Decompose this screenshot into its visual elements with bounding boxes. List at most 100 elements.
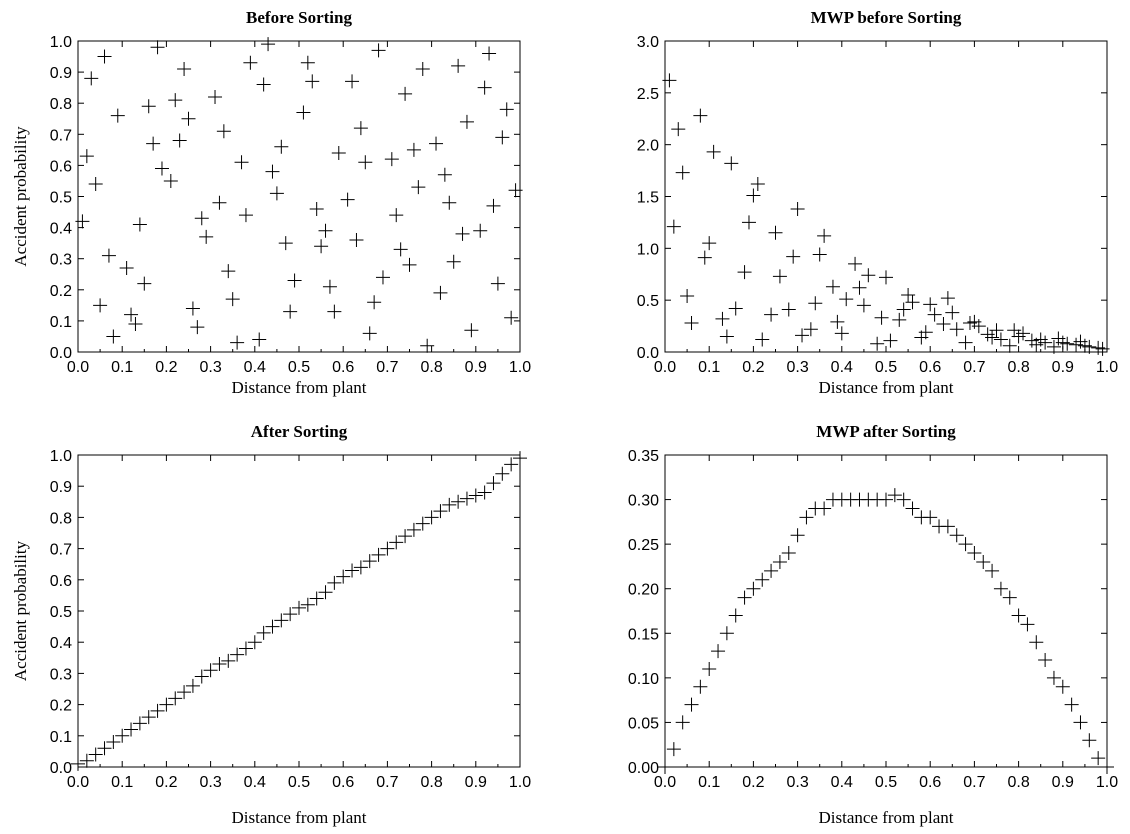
data-point bbox=[265, 619, 280, 634]
data-point bbox=[318, 585, 333, 600]
data-point bbox=[940, 291, 955, 306]
data-point bbox=[772, 269, 787, 284]
data-point bbox=[384, 152, 399, 167]
data-point bbox=[468, 488, 483, 503]
y-tick-label: 0.15 bbox=[628, 626, 659, 643]
data-point bbox=[274, 613, 289, 628]
data-point bbox=[230, 647, 245, 662]
data-point bbox=[737, 265, 752, 280]
data-point bbox=[976, 554, 991, 569]
x-tick-label: 1.0 bbox=[1096, 774, 1118, 791]
data-point bbox=[393, 242, 408, 257]
data-point bbox=[181, 111, 196, 126]
data-point bbox=[309, 591, 324, 606]
x-axis-label: Distance from plant bbox=[818, 808, 953, 827]
data-point bbox=[216, 124, 231, 139]
data-point bbox=[728, 608, 743, 623]
data-point bbox=[292, 600, 306, 615]
data-point bbox=[362, 554, 377, 569]
data-point bbox=[194, 669, 209, 684]
y-tick-label: 0.25 bbox=[628, 537, 659, 554]
y-tick-label: 0.9 bbox=[50, 65, 72, 82]
y-tick-label: 0.5 bbox=[637, 293, 659, 310]
x-tick-label: 0.1 bbox=[111, 359, 133, 376]
data-point bbox=[786, 249, 801, 264]
data-point bbox=[1055, 679, 1070, 694]
data-point bbox=[1002, 338, 1017, 353]
data-point bbox=[269, 186, 284, 201]
data-point bbox=[238, 641, 253, 656]
data-point bbox=[283, 607, 298, 622]
y-tick-label: 2.0 bbox=[637, 138, 659, 155]
y-tick-label: 0.4 bbox=[50, 635, 72, 652]
data-point bbox=[362, 326, 377, 341]
data-point bbox=[185, 678, 200, 693]
data-point bbox=[124, 722, 139, 737]
data-point bbox=[962, 315, 977, 330]
data-point bbox=[958, 335, 973, 350]
y-tick-label: 0.10 bbox=[628, 671, 659, 688]
data-point bbox=[415, 61, 430, 76]
data-point bbox=[927, 307, 942, 322]
data-point bbox=[684, 697, 699, 712]
x-tick-label: 0.1 bbox=[698, 774, 720, 791]
y-tick-label: 0.5 bbox=[50, 604, 72, 621]
data-point bbox=[958, 537, 973, 552]
data-point bbox=[1029, 337, 1044, 352]
x-tick-label: 0.5 bbox=[875, 774, 897, 791]
data-point bbox=[879, 492, 893, 507]
x-tick-label: 0.4 bbox=[831, 774, 853, 791]
x-tick-label: 0.6 bbox=[332, 774, 354, 791]
x-tick-label: 0.5 bbox=[288, 774, 310, 791]
data-point bbox=[128, 317, 143, 332]
data-point bbox=[190, 320, 205, 335]
data-point bbox=[504, 457, 519, 472]
data-point bbox=[406, 142, 421, 157]
y-tick-label: 0.7 bbox=[50, 127, 72, 144]
data-point bbox=[666, 219, 681, 234]
y-tick-label: 0.30 bbox=[628, 493, 659, 510]
data-point bbox=[212, 195, 227, 210]
x-tick-label: 0.8 bbox=[1007, 774, 1029, 791]
data-point bbox=[945, 305, 960, 320]
data-point bbox=[892, 312, 907, 327]
data-point bbox=[918, 325, 933, 340]
data-point bbox=[119, 261, 134, 276]
data-point bbox=[353, 560, 368, 575]
data-point bbox=[459, 491, 474, 506]
data-point bbox=[252, 332, 267, 347]
data-point bbox=[459, 114, 474, 129]
data-point bbox=[150, 703, 165, 718]
data-point bbox=[75, 214, 90, 229]
data-point bbox=[132, 217, 147, 232]
data-point bbox=[340, 192, 355, 207]
data-point bbox=[870, 336, 885, 351]
data-point bbox=[389, 208, 404, 223]
x-tick-label: 0.2 bbox=[742, 774, 764, 791]
data-point bbox=[230, 335, 245, 350]
x-tick-label: 0.8 bbox=[420, 774, 442, 791]
data-point bbox=[221, 264, 236, 279]
data-point bbox=[172, 133, 187, 148]
data-point bbox=[314, 239, 329, 254]
data-point bbox=[115, 728, 130, 743]
y-tick-label: 0.20 bbox=[628, 582, 659, 599]
data-point bbox=[300, 55, 315, 70]
data-point bbox=[1091, 751, 1106, 766]
data-point bbox=[905, 295, 920, 310]
data-point bbox=[658, 760, 672, 774]
data-point bbox=[84, 71, 99, 86]
data-point bbox=[504, 310, 519, 325]
data-point bbox=[106, 735, 121, 750]
x-tick-label: 0.8 bbox=[1007, 359, 1029, 376]
x-tick-label: 0.7 bbox=[963, 774, 985, 791]
data-point bbox=[137, 276, 152, 291]
data-point bbox=[398, 86, 413, 101]
y-tick-label: 0.2 bbox=[50, 698, 72, 715]
data-point bbox=[675, 165, 690, 180]
data-point bbox=[1038, 335, 1053, 350]
y-tick-label: 0.2 bbox=[50, 283, 72, 300]
data-point bbox=[874, 310, 889, 325]
data-point bbox=[208, 89, 223, 104]
data-point bbox=[728, 301, 743, 316]
